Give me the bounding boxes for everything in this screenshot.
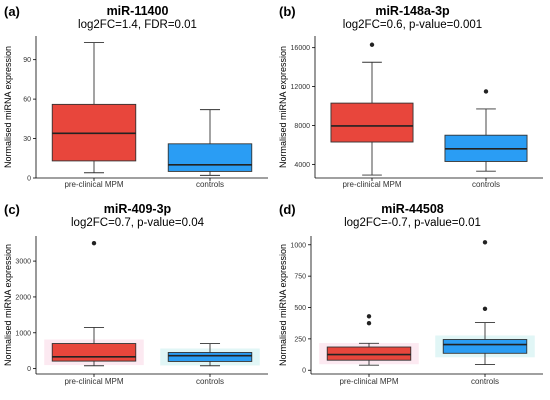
x-tick-label: controls [471, 377, 499, 386]
y-axis-label: Normalised miRNA expression [3, 46, 13, 168]
panel-b: (b) miR-148a-3p log2FC=0.6, p-value=0.00… [275, 0, 550, 195]
chart-subtitle: log2FC=-0.7, p-value=0.01 [344, 217, 481, 229]
chart-title: miR-148a-3p [375, 4, 450, 18]
x-tick-label: pre-clinical MPM [64, 180, 123, 189]
y-tick-label: 1000 [15, 330, 31, 337]
panel-d: (d) miR-44508 log2FC=-0.7, p-value=0.01 … [275, 198, 550, 400]
x-tick-label: pre-clinical MPM [64, 377, 123, 386]
outlier-point [366, 314, 372, 319]
y-tick-label: 0 [302, 368, 306, 375]
panel-letter: (d) [279, 202, 296, 217]
panel-letter: (c) [4, 202, 20, 217]
panel-letter: (b) [279, 4, 296, 19]
iqr-box [330, 102, 414, 143]
iqr-box [167, 352, 253, 362]
iqr-box [51, 343, 137, 362]
outlier-point [482, 240, 488, 245]
y-axis-label: Normalised miRNA expression [278, 46, 288, 168]
y-tick-label: 3000 [15, 259, 31, 266]
y-axis-label: Normalised miRNA expression [278, 244, 288, 366]
x-tick-label: controls [196, 377, 224, 386]
iqr-box [326, 346, 412, 361]
x-tick-label: pre-clinical MPM [342, 180, 401, 189]
iqr-box [442, 339, 528, 354]
x-tick-label: controls [472, 180, 500, 189]
x-tick-label: controls [196, 180, 224, 189]
outlier-point [483, 89, 489, 94]
y-tick-label: 0 [27, 176, 31, 183]
panel-c: (c) miR-409-3p log2FC=0.7, p-value=0.04 … [0, 198, 275, 400]
iqr-box [167, 143, 253, 172]
chart-subtitle: log2FC=1.4, FDR=0.01 [78, 19, 197, 31]
chart-title: miR-44508 [381, 202, 444, 216]
y-tick-label: 90 [23, 57, 31, 64]
panel-letter: (a) [4, 4, 20, 19]
outlier-point [482, 306, 488, 311]
chart-title: miR-11400 [106, 4, 169, 18]
box-plot-a: 0 30 60 90 Normalised miRNA expression pre-cl… [3, 36, 268, 189]
outlier-point [369, 42, 375, 47]
y-tick-label: 1000 [290, 242, 306, 249]
y-tick-label: 2000 [15, 294, 31, 301]
y-tick-label: 250 [294, 336, 306, 343]
y-tick-label: 750 [294, 274, 306, 281]
y-tick-label: 8000 [294, 123, 310, 130]
outlier-point [366, 320, 372, 326]
outlier-point [91, 240, 97, 246]
y-tick-label: 0 [27, 366, 31, 373]
chart-subtitle: log2FC=0.6, p-value=0.001 [342, 19, 483, 31]
chart-title: miR-409-3p [103, 202, 172, 216]
x-tick-label: pre-clinical MPM [339, 377, 398, 386]
y-tick-label: 60 [23, 97, 31, 104]
y-tick-label: 500 [294, 305, 306, 312]
y-axis-label: Normalised miRNA expression [3, 244, 13, 366]
y-tick-label: 4000 [294, 162, 310, 169]
y-tick-label: 16000 [291, 45, 311, 52]
chart-subtitle: log2FC=0.7, p-value=0.04 [71, 217, 204, 229]
y-tick-label: 30 [23, 136, 31, 143]
y-tick-label: 12000 [291, 84, 311, 91]
panel-a: (a) miR-11400 log2FC=1.4, FDR=0.01 0 30 60… [0, 0, 275, 195]
